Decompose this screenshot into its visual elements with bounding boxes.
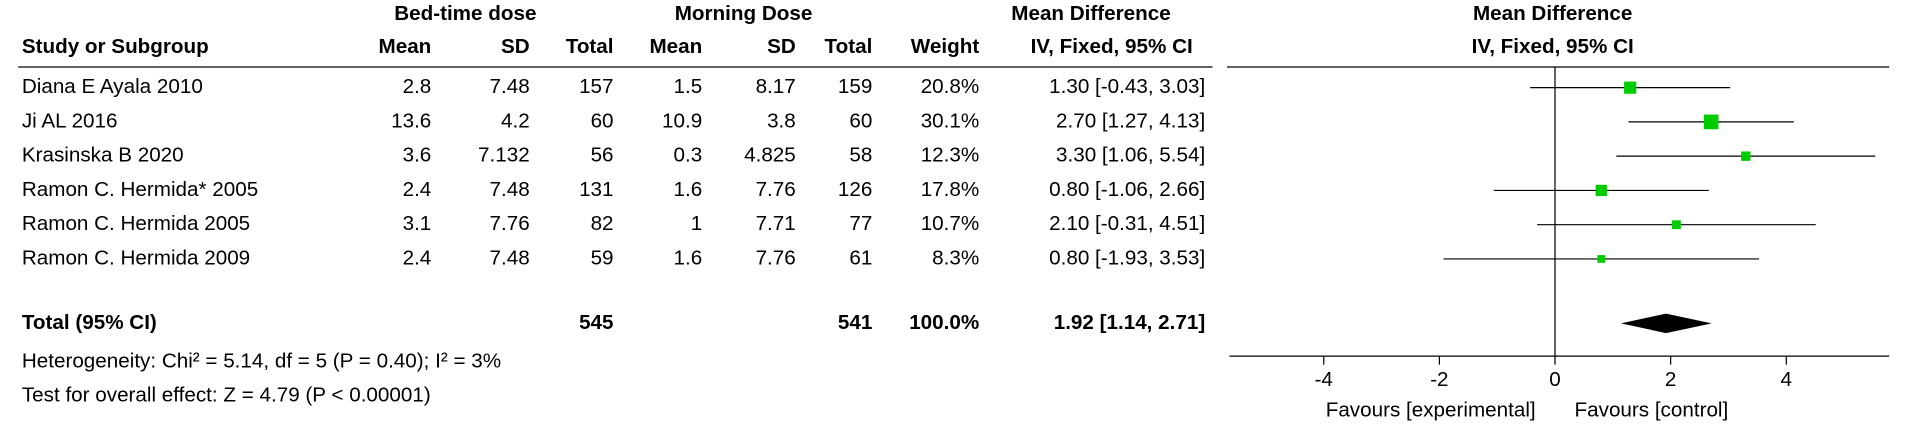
cell: 56	[591, 144, 614, 167]
favours-right: Favours [control]	[1575, 398, 1729, 421]
cell: 3.8	[767, 109, 796, 132]
cell: 60	[849, 109, 872, 132]
cell: 7.76	[756, 246, 796, 269]
effect-marker	[1624, 81, 1637, 94]
cell: 58	[849, 144, 872, 167]
cell: 7.76	[490, 212, 530, 235]
total-label: Total (95% CI)	[22, 311, 157, 334]
cell: 1.6	[674, 246, 703, 269]
study-name: Diana E Ayala 2010	[22, 75, 203, 98]
column-header: Mean	[649, 35, 702, 58]
x-tick-label: -4	[1315, 368, 1333, 391]
cell: 0.80 [-1.06, 2.66]	[1049, 178, 1205, 201]
effect-marker	[1595, 184, 1607, 197]
cell: 2.4	[403, 246, 432, 269]
cell: 1	[691, 212, 702, 235]
cell: 1.6	[674, 178, 703, 201]
cell: 8.3%	[932, 246, 979, 269]
effect-marker	[1597, 255, 1606, 263]
column-header: SD	[501, 35, 530, 58]
cell: 0.3	[674, 144, 703, 167]
cell: 3.1	[403, 212, 432, 235]
cell: 2.70 [1.27, 4.13]	[1056, 109, 1205, 132]
column-header: Total	[566, 35, 614, 58]
study-name: Ramon C. Hermida 2009	[22, 246, 250, 269]
cell: 7.71	[756, 212, 796, 235]
cell: 30.1%	[921, 109, 980, 132]
cell: 2.10 [-0.31, 4.51]	[1049, 212, 1205, 235]
cell: 12.3%	[921, 144, 980, 167]
cell: 7.76	[756, 178, 796, 201]
cell: 126	[838, 178, 872, 201]
cell: 4.825	[744, 144, 796, 167]
cell: 59	[591, 246, 614, 269]
cell: 7.48	[490, 178, 530, 201]
plot-subtitle: IV, Fixed, 95% CI	[1472, 35, 1634, 58]
x-tick-label: 4	[1781, 368, 1792, 391]
heterogeneity: Heterogeneity: Chi² = 5.14, df = 5 (P = …	[22, 350, 501, 373]
column-header: SD	[767, 35, 796, 58]
cell: 20.8%	[921, 75, 980, 98]
column-header: Weight	[911, 35, 980, 58]
cell: 60	[591, 109, 614, 132]
total-cell: 1.92 [1.14, 2.71]	[1054, 311, 1205, 334]
plot-title: Mean Difference	[1473, 2, 1632, 25]
group-header: Bed-time dose	[394, 2, 536, 25]
total-cell: 100.0%	[909, 311, 979, 334]
cell: 82	[591, 212, 614, 235]
cell: 10.7%	[921, 212, 980, 235]
favours-left: Favours [experimental]	[1326, 398, 1536, 421]
cell: 1.30 [-0.43, 3.03]	[1049, 75, 1205, 98]
x-tick-label: 2	[1665, 368, 1676, 391]
cell: 157	[579, 75, 613, 98]
effect-marker	[1741, 151, 1751, 161]
cell: 2.4	[403, 178, 432, 201]
overall-effect: Test for overall effect: Z = 4.79 (P < 0…	[22, 384, 431, 407]
group-header: Mean Difference	[1011, 2, 1170, 25]
cell: 7.48	[490, 246, 530, 269]
column-header: Study or Subgroup	[22, 35, 209, 58]
column-header: IV, Fixed, 95% CI	[1031, 35, 1193, 58]
study-name: Ji AL 2016	[22, 109, 118, 132]
cell: 77	[849, 212, 872, 235]
cell: 2.8	[403, 75, 432, 98]
x-tick-label: -2	[1430, 368, 1448, 391]
column-header: Mean	[379, 35, 432, 58]
total-cell: 545	[579, 311, 613, 334]
cell: 7.132	[478, 144, 530, 167]
cell: 159	[838, 75, 872, 98]
study-name: Ramon C. Hermida 2005	[22, 212, 250, 235]
cell: 7.48	[490, 75, 530, 98]
total-cell: 541	[838, 311, 872, 334]
group-header: Morning Dose	[675, 2, 813, 25]
effect-marker	[1672, 220, 1681, 230]
cell: 3.6	[403, 144, 432, 167]
cell: 131	[579, 178, 613, 201]
cell: 10.9	[662, 109, 702, 132]
x-tick-label: 0	[1549, 368, 1560, 391]
cell: 0.80 [-1.93, 3.53]	[1049, 246, 1205, 269]
cell: 17.8%	[921, 178, 980, 201]
column-header: Total	[825, 35, 873, 58]
cell: 61	[849, 246, 872, 269]
summary-diamond	[1620, 313, 1712, 334]
cell: 1.5	[674, 75, 703, 98]
cell: 8.17	[756, 75, 796, 98]
effect-marker	[1703, 114, 1719, 130]
cell: 4.2	[501, 109, 530, 132]
cell: 13.6	[391, 109, 431, 132]
cell: 3.30 [1.06, 5.54]	[1056, 144, 1205, 167]
study-name: Ramon C. Hermida* 2005	[22, 178, 258, 201]
study-name: Krasinska B 2020	[22, 144, 184, 167]
